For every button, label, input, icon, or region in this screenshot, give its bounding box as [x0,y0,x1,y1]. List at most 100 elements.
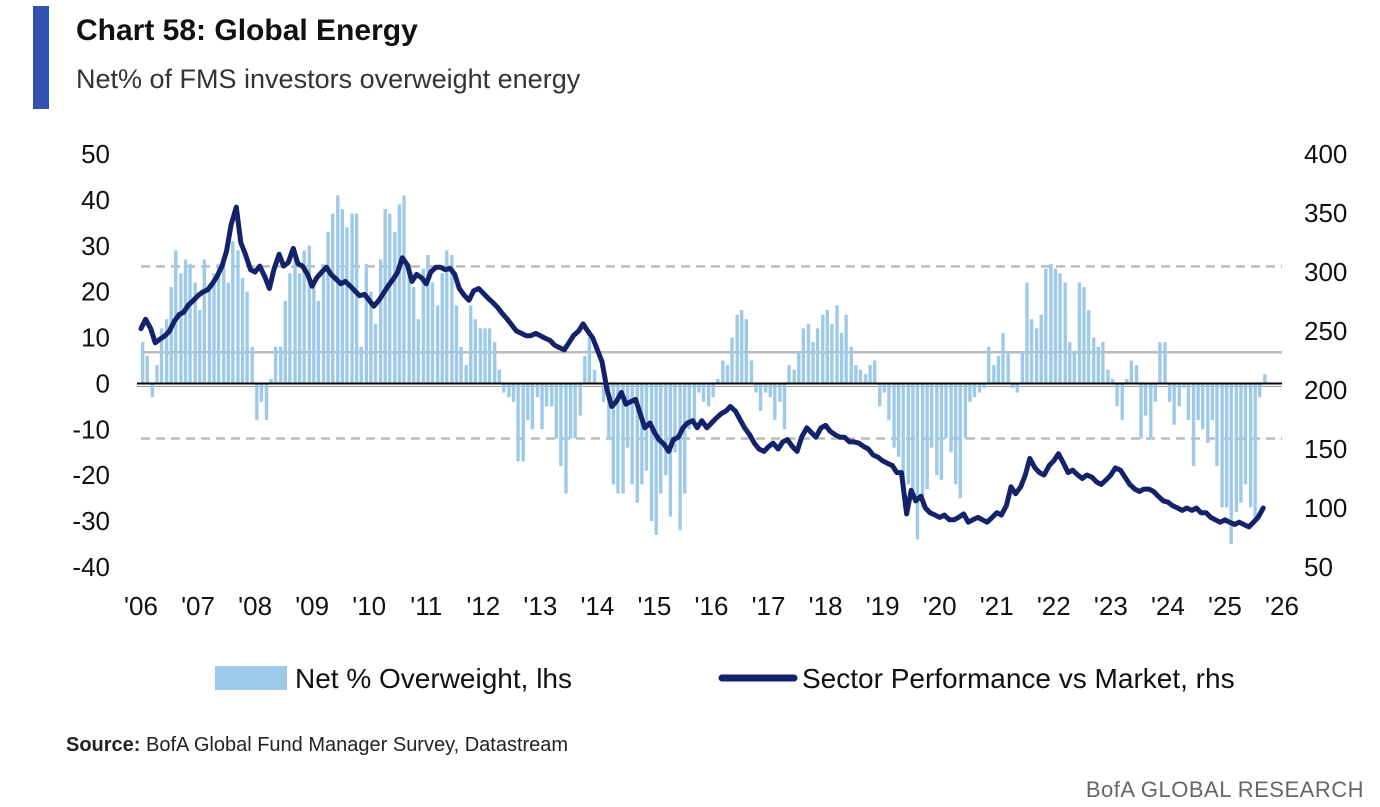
bar [963,383,968,439]
x-tick-label: '16 [695,591,729,621]
bar [421,268,426,384]
x-tick-label: '09 [295,591,329,621]
y-axis-left: 50 40 30 20 10 0 -10 -20 -30 -40 [72,139,110,582]
bar [583,355,587,384]
bar [835,305,839,384]
bar [872,360,877,384]
bar [411,287,416,384]
bar [459,346,463,384]
bar [435,305,440,384]
bar [440,273,444,384]
bar [155,365,159,384]
bar [530,383,535,430]
bar [393,232,397,384]
chart-subtitle: Net% of FMS investors overweight energy [76,64,581,94]
bar [507,383,511,398]
bar [430,282,435,384]
bar [782,383,787,430]
bar [269,378,273,384]
x-tick-label: '15 [638,591,672,621]
brand-footer: BofA GLOBAL RESEARCH [1085,777,1364,802]
bar [350,213,354,384]
y-left-tick-label: 40 [81,185,110,215]
bar [1191,383,1196,467]
bar [749,360,754,384]
bar [892,383,896,448]
bar [407,264,411,384]
bar [977,383,982,393]
bar [330,213,335,384]
bar [640,383,644,485]
bar [830,323,834,384]
bar [483,328,487,384]
bar [288,273,292,384]
bar [1044,268,1048,384]
bar [397,204,402,384]
bar [930,383,934,448]
bar [1186,383,1191,421]
x-tick-label: '24 [1151,591,1185,621]
bar [716,378,720,384]
bar [1206,383,1210,444]
bar [1058,273,1062,384]
bar [416,319,420,384]
bar [654,383,658,535]
bar [236,250,240,384]
bar [1234,383,1239,512]
bar [1224,383,1229,508]
bar [1158,342,1162,384]
bar [1020,351,1025,384]
bar [169,287,173,384]
bar [279,346,283,384]
bar [497,369,501,384]
bar [402,195,406,384]
bar [1115,383,1119,407]
x-tick-label: '20 [923,591,957,621]
bar [949,383,953,453]
bar [297,273,302,384]
bar [573,383,577,439]
y-right-tick-label: 100 [1304,493,1347,523]
bar [198,310,202,384]
bar [312,282,316,384]
bar [302,250,306,384]
bar [216,264,221,384]
y-left-tick-label: 10 [81,323,110,353]
bar [797,351,801,384]
bar [316,300,321,384]
y-left-tick-label: 50 [81,139,110,169]
bar [250,346,254,384]
bar [535,383,540,398]
bar [159,328,164,384]
bar [559,383,563,467]
y-left-tick-label: 20 [81,277,110,307]
bar [735,314,739,384]
y-right-tick-label: 300 [1304,257,1347,287]
bar [968,383,972,402]
bar [345,227,349,384]
x-tick-label: '07 [181,591,215,621]
bar [273,346,278,384]
bar [1163,342,1167,384]
bar [1200,383,1205,430]
bar [1034,328,1039,384]
bar [1149,383,1153,439]
bar [511,383,516,402]
legend-bar-swatch [215,666,287,690]
bar [787,365,791,384]
bar [464,365,468,384]
bar [145,355,149,384]
bar [487,328,492,384]
bar [982,383,986,389]
bar [896,383,901,457]
bar [516,383,520,462]
bar [1139,383,1143,439]
source-label: Source: [66,734,141,756]
bar [925,383,929,489]
bar [340,209,345,384]
bar [183,259,188,384]
bar [1077,282,1082,384]
bar [369,291,373,384]
bar [858,369,863,384]
bar [996,355,1001,384]
